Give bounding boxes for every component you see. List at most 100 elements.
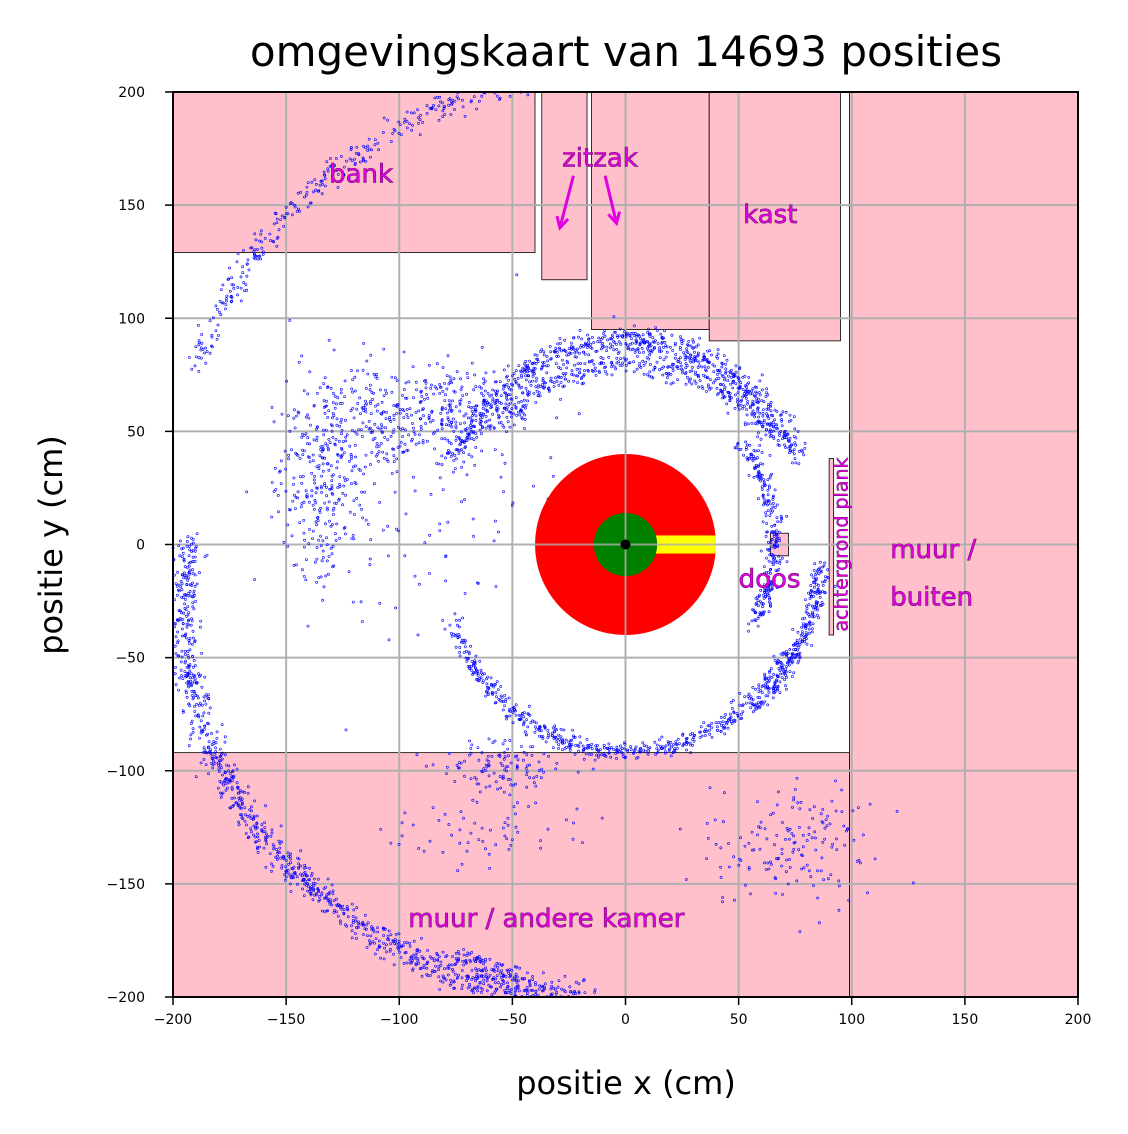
scan-point [339, 456, 343, 460]
scan-point [311, 537, 314, 541]
scan-point [224, 307, 227, 311]
scan-point [571, 345, 575, 349]
scan-point [474, 960, 478, 964]
scan-point [378, 601, 382, 605]
scan-point [491, 388, 495, 392]
scan-point [679, 356, 682, 360]
scan-point [378, 500, 382, 504]
scan-point [731, 381, 735, 385]
scan-point [292, 416, 296, 420]
scan-point [437, 975, 441, 979]
scan-point [522, 720, 526, 724]
scan-point [223, 779, 227, 783]
scan-point [311, 882, 315, 885]
scan-point [252, 252, 256, 256]
scan-point [535, 357, 539, 361]
scan-point [490, 993, 494, 997]
scan-point [796, 430, 800, 433]
scan-point [818, 595, 822, 599]
scan-point [363, 490, 366, 494]
scan-point [542, 752, 546, 756]
scan-point [712, 381, 715, 385]
scan-point [757, 683, 761, 687]
scan-point [752, 848, 756, 852]
scan-point [350, 936, 354, 940]
scan-point [647, 357, 651, 361]
scan-point [536, 357, 540, 361]
scan-point [369, 430, 373, 434]
scan-point [336, 453, 340, 457]
scan-point [750, 619, 754, 623]
scan-point [190, 550, 194, 553]
scan-point [484, 785, 488, 789]
scan-point [246, 258, 250, 262]
scan-point [350, 469, 354, 473]
scan-point [327, 437, 331, 441]
scan-point [502, 974, 506, 977]
scan-point [318, 454, 322, 458]
scan-point [723, 378, 726, 382]
scan-point [512, 805, 516, 809]
scan-point [866, 891, 869, 895]
scan-point [182, 559, 186, 563]
scan-point [828, 822, 832, 826]
scan-point [416, 108, 419, 112]
scan-point [334, 402, 338, 406]
scan-point [372, 372, 376, 376]
scan-point [187, 702, 191, 706]
scan-point [222, 780, 226, 784]
scan-point [203, 748, 207, 752]
scan-point [221, 283, 225, 287]
scan-point [508, 973, 512, 976]
scan-point [315, 523, 319, 527]
scan-point [767, 484, 771, 488]
scan-point [792, 834, 796, 838]
scan-point [768, 669, 772, 673]
scan-point [780, 852, 784, 856]
scan-point [329, 423, 333, 427]
scan-point [337, 439, 341, 443]
scan-point [330, 486, 334, 490]
scan-point [343, 526, 347, 529]
scan-point [638, 750, 642, 754]
scan-point [552, 737, 556, 740]
scan-point [323, 184, 327, 188]
scan-point [455, 958, 459, 962]
scan-point [533, 730, 537, 734]
scan-point [369, 353, 373, 357]
scan-point [819, 604, 822, 607]
scan-point [417, 409, 421, 413]
scan-point [526, 93, 530, 97]
scan-point [771, 505, 775, 509]
scan-point [538, 984, 542, 988]
scan-point [761, 424, 765, 428]
scan-point [775, 857, 778, 860]
scan-point [788, 436, 792, 440]
scan-point [198, 736, 201, 740]
scan-point [402, 350, 406, 354]
scan-point [549, 456, 553, 460]
scan-point [203, 724, 207, 728]
scan-point [443, 393, 447, 397]
scan-point [760, 399, 764, 403]
scan-point [323, 411, 327, 415]
scan-point [462, 441, 466, 444]
scan-point [269, 239, 272, 242]
scan-point [541, 361, 545, 364]
scan-point [468, 667, 472, 671]
scan-point [302, 531, 306, 535]
scan-point [766, 488, 770, 492]
scan-point [310, 494, 314, 498]
scan-point [437, 965, 441, 969]
scan-point [359, 428, 363, 432]
scan-point [191, 572, 195, 575]
scan-point [384, 388, 388, 392]
scan-point [615, 745, 619, 749]
scan-point [602, 743, 606, 747]
scan-point [525, 986, 529, 989]
scan-point [540, 767, 544, 771]
scan-point [397, 529, 401, 533]
scan-point [174, 652, 178, 656]
scan-point [406, 416, 410, 419]
scan-point [621, 752, 625, 756]
